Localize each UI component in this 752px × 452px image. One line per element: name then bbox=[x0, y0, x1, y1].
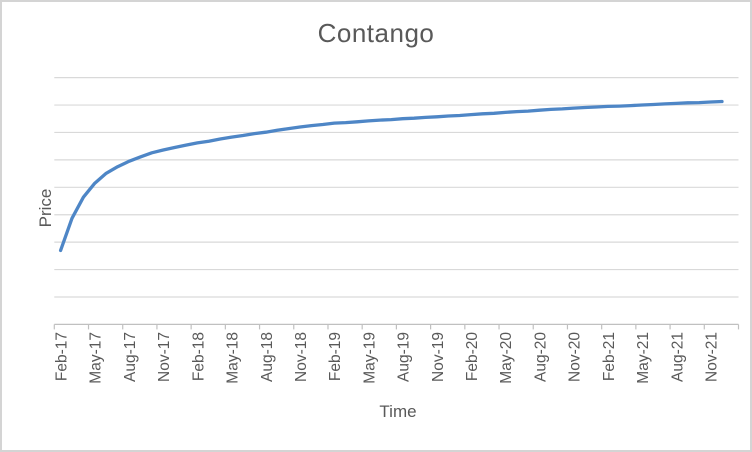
x-tick-label: Feb-18 bbox=[190, 332, 207, 381]
x-tick-label: May-19 bbox=[361, 332, 378, 384]
x-tick-label: Feb-20 bbox=[464, 332, 481, 381]
x-tick-label: May-18 bbox=[225, 332, 242, 384]
x-tick-label: May-21 bbox=[635, 332, 652, 384]
x-tick-label: Nov-20 bbox=[567, 332, 584, 382]
x-tick-label: Feb-21 bbox=[601, 332, 618, 381]
chart-title: Contango bbox=[317, 18, 435, 48]
x-tick-label: May-17 bbox=[88, 332, 105, 384]
x-tick-label: Nov-21 bbox=[704, 332, 721, 382]
x-tick-label: Aug-19 bbox=[396, 332, 413, 382]
x-tick-label: May-20 bbox=[498, 332, 515, 384]
x-tick-label: Aug-21 bbox=[669, 332, 686, 382]
x-tick-label: Nov-19 bbox=[430, 332, 447, 382]
x-tick-label: Nov-17 bbox=[156, 332, 173, 382]
price-line-series bbox=[58, 99, 724, 253]
x-tick-label: Aug-18 bbox=[259, 332, 276, 382]
x-tick-label: Aug-20 bbox=[532, 332, 549, 382]
x-tick-label: Feb-19 bbox=[327, 332, 344, 381]
x-tick-label: Feb-17 bbox=[54, 332, 71, 381]
x-tick-label: Nov-18 bbox=[293, 332, 310, 382]
x-tick-label: Aug-17 bbox=[122, 332, 139, 382]
x-axis-title: Time bbox=[379, 402, 417, 421]
